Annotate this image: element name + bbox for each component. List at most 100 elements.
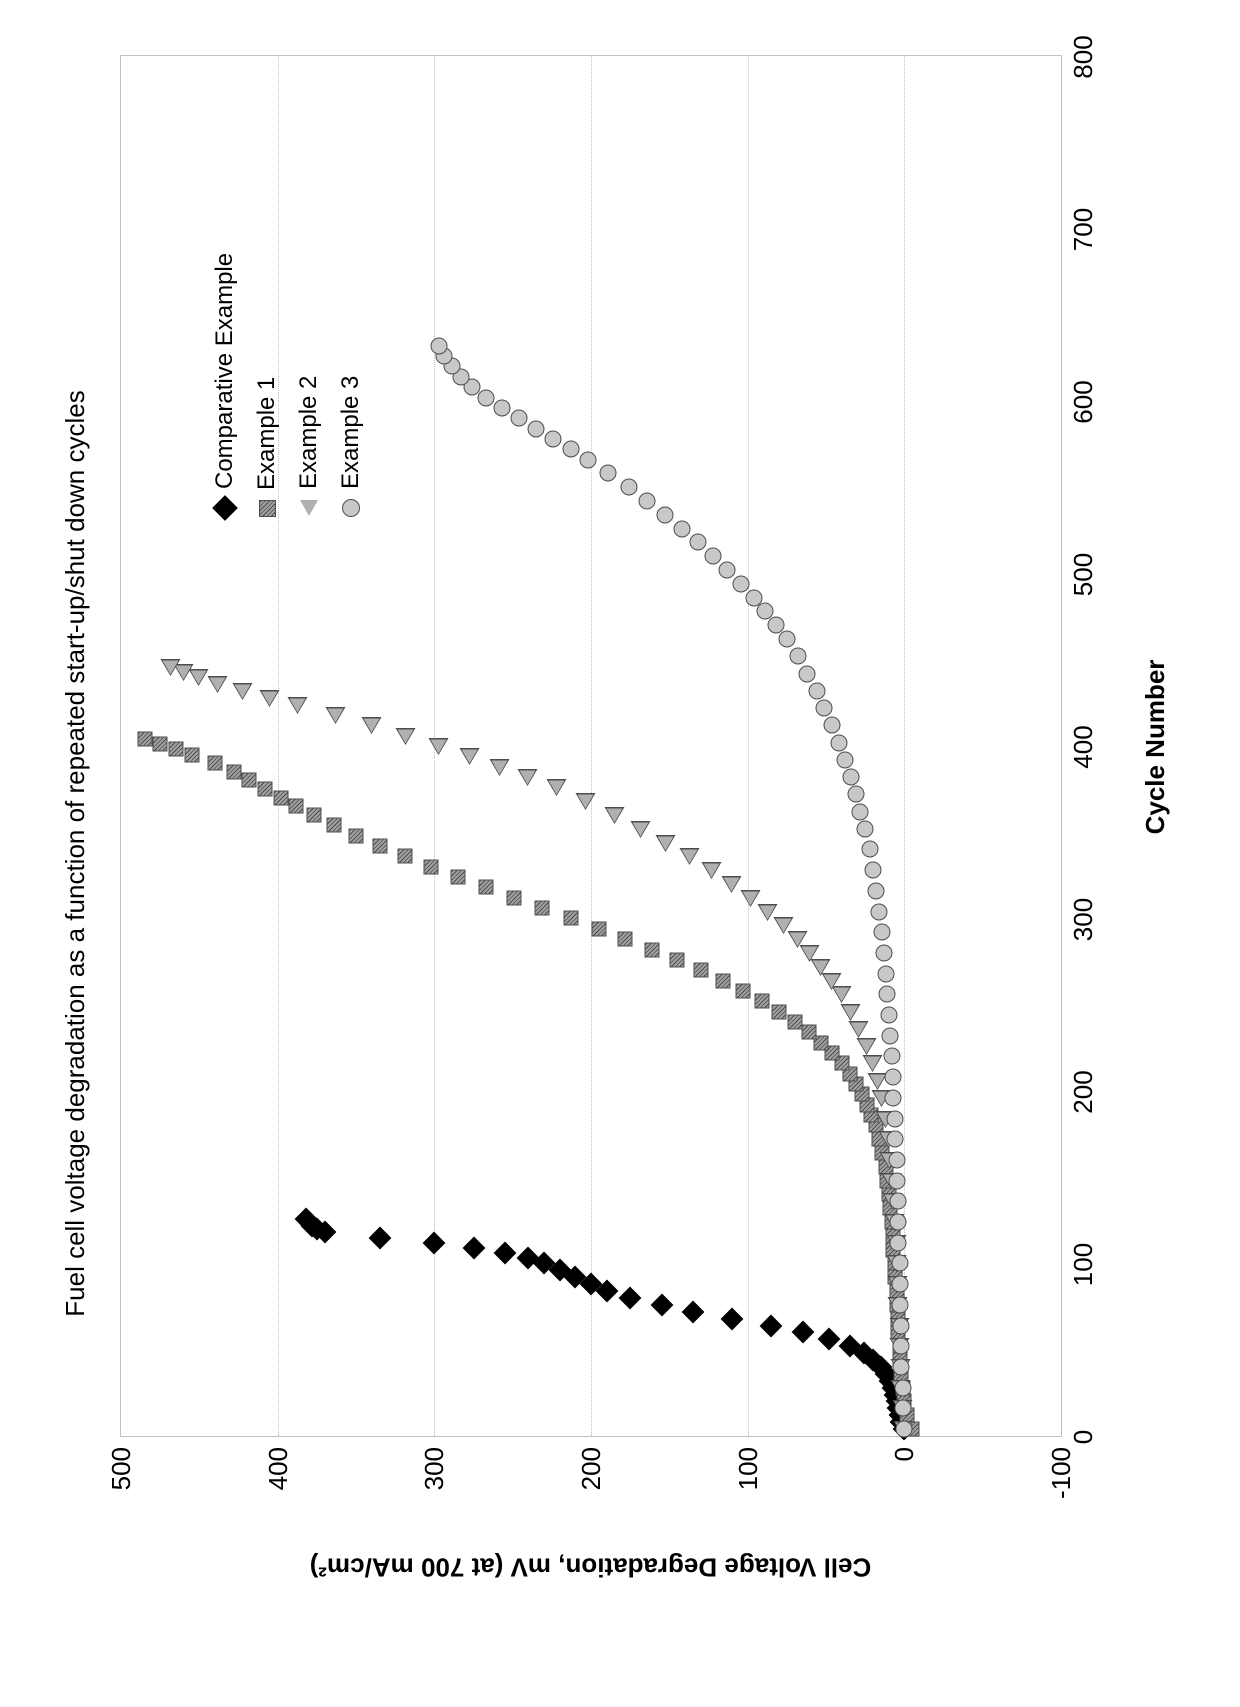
data-point [545, 430, 562, 447]
data-point [578, 795, 594, 809]
data-point [799, 665, 816, 682]
data-point [871, 903, 888, 920]
data-point [891, 1255, 908, 1272]
data-point [732, 884, 733, 885]
data-point [877, 1080, 878, 1081]
data-point [656, 506, 673, 523]
data-point [137, 732, 152, 747]
data-point [858, 1040, 874, 1054]
data-point [242, 773, 257, 788]
data-point [890, 1234, 907, 1251]
data-point [681, 850, 697, 864]
data-point [885, 1089, 902, 1106]
data-point [847, 786, 864, 803]
data-point [833, 988, 849, 1002]
legend-item: Example 2 [294, 253, 324, 517]
data-point [888, 1152, 905, 1169]
y-tick-label: 500 [106, 1447, 137, 1527]
data-point [563, 911, 578, 926]
data-point [682, 1300, 705, 1323]
legend: Comparative Example Example 1 Example 2 Exa… [210, 253, 378, 517]
data-point [886, 1110, 903, 1127]
data-point [290, 698, 306, 712]
data-point [760, 905, 776, 919]
data-point [218, 683, 219, 684]
data-point [742, 891, 758, 905]
legend-label: Example 1 [253, 377, 281, 490]
y-tick-label: 200 [576, 1447, 607, 1527]
data-point [306, 808, 321, 823]
data-point [801, 1025, 816, 1040]
data-point [153, 737, 168, 752]
data-point [832, 980, 833, 981]
data-point [371, 725, 372, 726]
data-point [210, 677, 226, 691]
data-point [711, 870, 712, 871]
data-point [715, 973, 730, 988]
data-point [893, 1317, 910, 1334]
data-point [614, 815, 615, 816]
data-point [768, 911, 769, 912]
data-point [528, 420, 545, 437]
rotated-canvas: Fuel cell voltage degradation as a funct… [0, 0, 1240, 1707]
data-point [861, 841, 878, 858]
data-point [783, 925, 784, 926]
data-point [556, 787, 557, 788]
data-point [591, 921, 606, 936]
data-point [843, 1005, 859, 1019]
chart-title: Fuel cell voltage degradation as a funct… [60, 0, 91, 1707]
data-point [579, 451, 596, 468]
legend-swatch-diamond-icon [212, 495, 237, 520]
data-point [478, 389, 495, 406]
data-point [586, 801, 587, 802]
data-point [335, 714, 336, 715]
data-point [520, 771, 536, 785]
x-tick-label: 400 [1068, 717, 1099, 777]
data-point [821, 966, 822, 967]
data-point [802, 947, 818, 961]
data-point [719, 562, 736, 579]
data-point [808, 682, 825, 699]
x-tick-label: 0 [1068, 1407, 1099, 1467]
data-point [673, 520, 690, 537]
x-tick-label: 300 [1068, 890, 1099, 950]
data-point [269, 697, 270, 698]
data-point [208, 756, 223, 771]
x-tick-label: 700 [1068, 200, 1099, 260]
legend-item: Comparative Example [210, 253, 240, 517]
data-point [865, 1057, 881, 1071]
data-point [894, 1400, 911, 1417]
data-point [883, 1048, 900, 1065]
data-point [891, 1276, 908, 1293]
data-point [423, 1231, 446, 1254]
data-point [705, 548, 722, 565]
data-point [226, 764, 241, 779]
data-point [620, 479, 637, 496]
data-point [171, 666, 172, 667]
data-point [600, 465, 617, 482]
data-point [639, 493, 656, 510]
data-point [183, 671, 184, 672]
data-point [890, 1193, 907, 1210]
data-point [163, 660, 179, 674]
data-point [327, 818, 342, 833]
data-point [431, 337, 448, 354]
data-point [865, 862, 882, 879]
data-point [235, 684, 251, 698]
data-point [510, 410, 527, 427]
y-tick-label: 400 [263, 1447, 294, 1527]
legend-label: Example 3 [337, 376, 365, 489]
data-point [890, 1214, 907, 1231]
data-point [689, 856, 690, 857]
data-point [745, 589, 762, 606]
y-tick-label: 100 [733, 1447, 764, 1527]
data-point [824, 974, 840, 988]
data-point [658, 836, 674, 850]
data-point [772, 1004, 787, 1019]
data-point [462, 1237, 485, 1260]
data-point [813, 960, 829, 974]
data-point [868, 882, 885, 899]
x-tick-label: 500 [1068, 545, 1099, 605]
x-tick-label: 100 [1068, 1235, 1099, 1295]
gridline-h [748, 56, 749, 1436]
